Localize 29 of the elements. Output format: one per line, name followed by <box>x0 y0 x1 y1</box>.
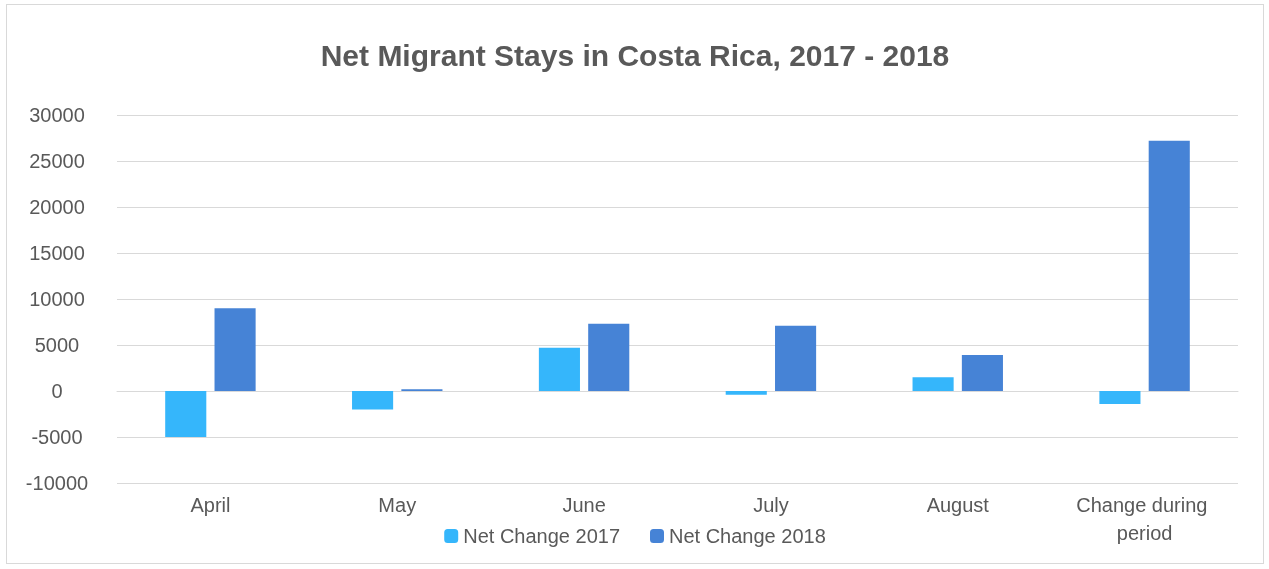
x-tick-label: July <box>753 494 789 516</box>
y-tick-label: 0 <box>51 380 63 402</box>
bar <box>352 391 394 410</box>
y-tick-label: 5000 <box>34 334 80 356</box>
chart-title: Net Migrant Stays in Costa Rica, 2017 - 2018 <box>320 38 950 72</box>
bar <box>165 391 207 437</box>
y-tick-label: 25000 <box>29 150 85 172</box>
legend-label: Net Change 2017 <box>463 525 621 547</box>
bar <box>588 323 630 391</box>
x-tick-label: Change during period <box>1076 494 1213 544</box>
y-tick-label: -10000 <box>25 472 89 494</box>
y-tick-label: 30000 <box>29 104 85 126</box>
x-tick-label: August <box>926 494 990 516</box>
bar <box>1099 391 1141 404</box>
y-tick-label: -5000 <box>31 426 83 448</box>
y-tick-label: 20000 <box>29 196 85 218</box>
y-tick-label: 15000 <box>29 242 85 264</box>
bar <box>1148 140 1190 391</box>
legend-label: Net Change 2018 <box>669 525 826 547</box>
bar <box>725 391 767 395</box>
x-tick-label: April <box>190 494 231 516</box>
x-tick-label: May <box>378 494 417 516</box>
bar <box>912 377 954 391</box>
bar <box>214 308 256 391</box>
bar <box>961 355 1003 391</box>
bar <box>775 325 817 391</box>
x-tick-label: June <box>562 494 606 516</box>
y-tick-label: 10000 <box>29 288 85 310</box>
bar <box>538 347 580 391</box>
